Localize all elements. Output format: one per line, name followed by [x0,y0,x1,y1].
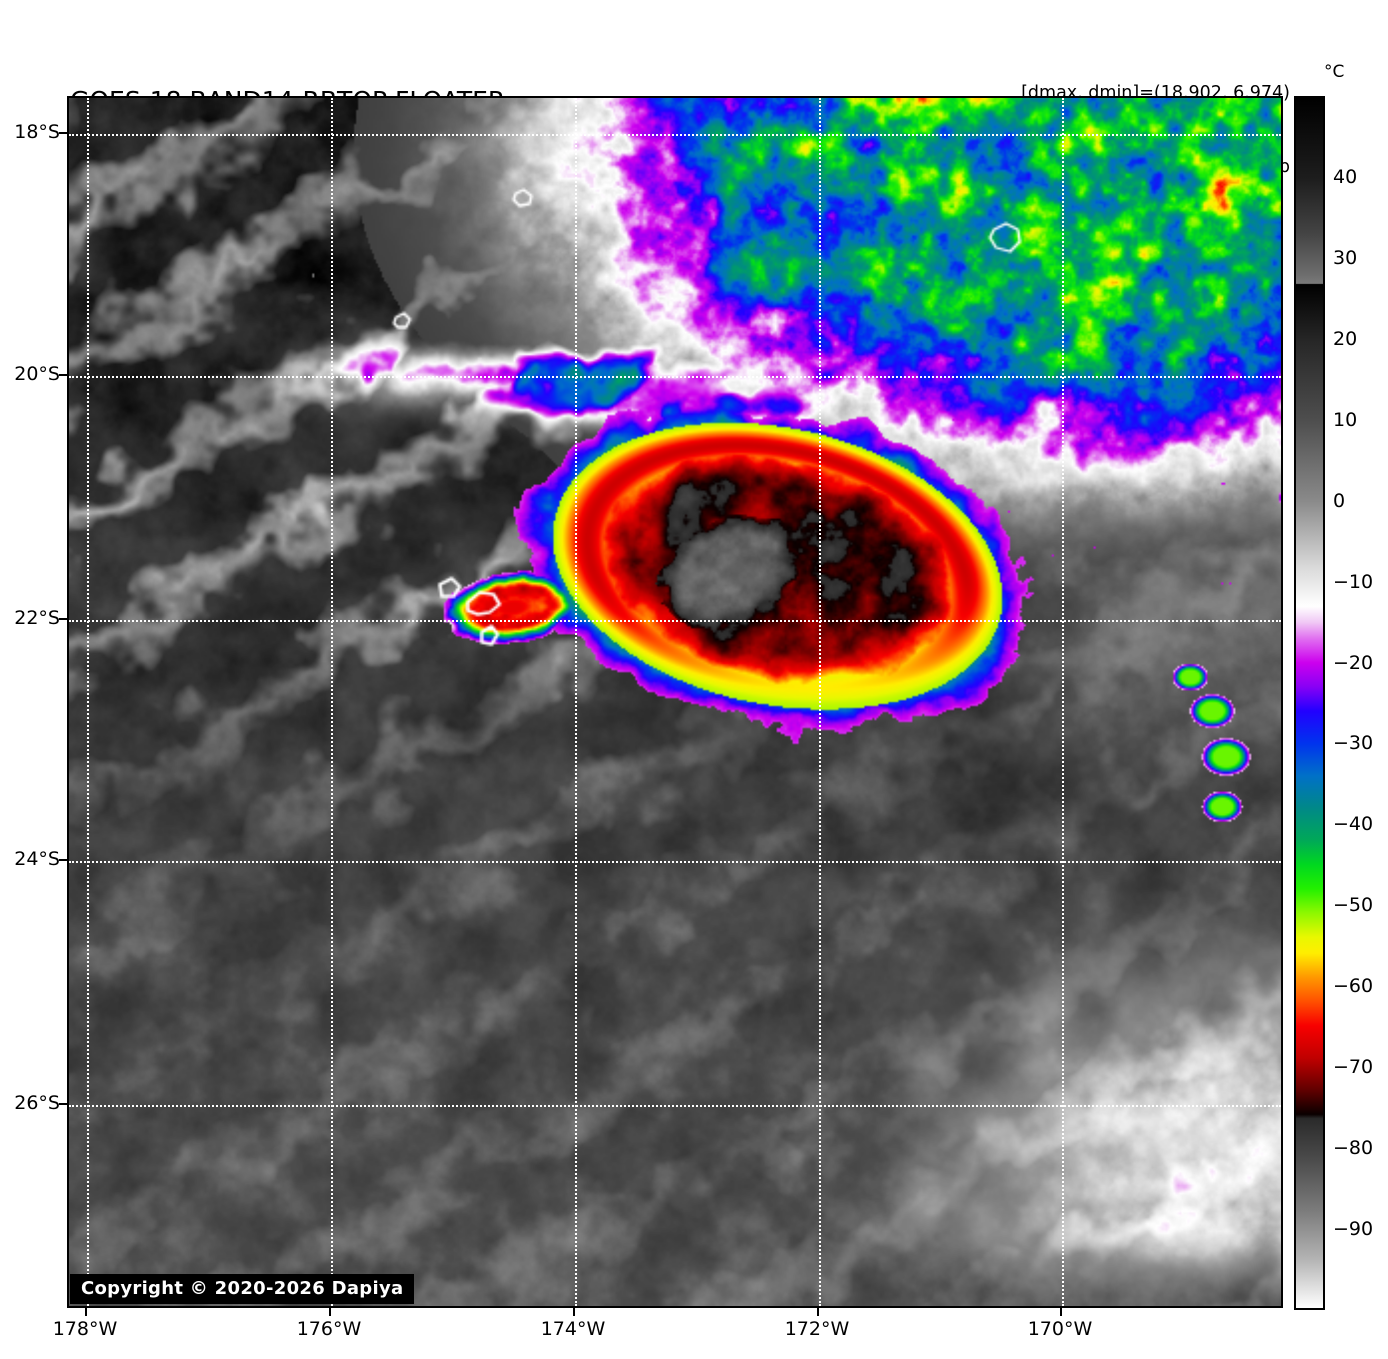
colorbar-tick-7: −30 [1333,732,1374,755]
lon-tick-mark-4 [1060,1308,1062,1316]
lat-tick-mark-1 [59,374,67,376]
lon-tick-mark-0 [85,1308,87,1316]
lon-tick-label-0: 178°W [52,1318,118,1340]
lon-tick-mark-1 [329,1308,331,1316]
colorbar-tick-1: 30 [1333,246,1358,269]
lat-tick-mark-0 [59,132,67,134]
temperature-colorbar[interactable] [1294,96,1325,1310]
colorbar-gradient [1296,98,1323,1308]
colorbar-tick-11: −70 [1333,1056,1374,1079]
lat-tick-mark-2 [59,618,67,620]
colorbar-unit-label: °C [1324,62,1345,82]
lon-tick-label-1: 176°W [296,1318,362,1340]
colorbar-tick-2: 20 [1333,327,1358,350]
lon-tick-mark-2 [573,1308,575,1316]
lat-tick-label-3: 24°S [14,848,60,870]
lon-tick-label-2: 174°W [540,1318,606,1340]
copyright-watermark: Copyright © 2020-2026 Dapiya [70,1274,415,1304]
colorbar-tick-4: 0 [1333,489,1346,512]
colorbar-tick-0: 40 [1333,165,1358,188]
colorbar-tick-13: −90 [1333,1218,1374,1241]
lat-tick-label-4: 26°S [14,1092,60,1114]
colorbar-tick-12: −80 [1333,1137,1374,1160]
lat-tick-mark-4 [59,1103,67,1105]
satellite-image-plot[interactable]: Copyright © 2020-2026 Dapiya [67,96,1283,1308]
colorbar-tick-5: −10 [1333,570,1374,593]
colorbar-tick-3: 10 [1333,408,1358,431]
lat-tick-label-2: 22°S [14,607,60,629]
lat-tick-label-1: 20°S [14,363,60,385]
lon-tick-label-3: 172°W [784,1318,850,1340]
colorbar-tick-8: −40 [1333,813,1374,836]
colorbar-tick-9: −50 [1333,894,1374,917]
colorbar-tick-6: −20 [1333,651,1374,674]
lon-tick-mark-3 [817,1308,819,1316]
lon-tick-label-4: 170°W [1027,1318,1093,1340]
satellite-imagery-canvas [69,98,1281,1306]
colorbar-tick-10: −60 [1333,975,1374,998]
lat-tick-label-0: 18°S [14,121,60,143]
lat-tick-mark-3 [59,859,67,861]
